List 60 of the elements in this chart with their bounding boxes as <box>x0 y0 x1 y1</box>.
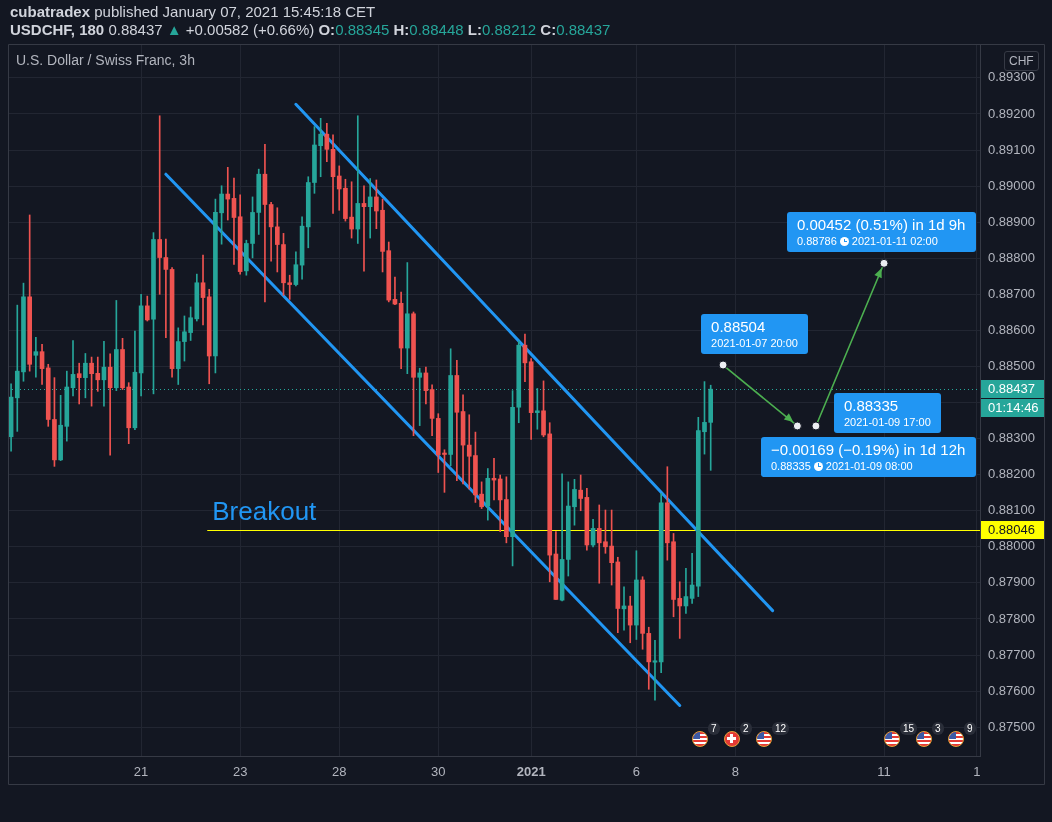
x-tick-label: 8 <box>731 764 740 780</box>
callout-box: −0.00169 (−0.19%) in 1d 12h 0.88335 2021-01-09 08:00 <box>761 436 976 477</box>
y-tick-label: 0.89100 <box>988 141 1035 157</box>
y-tick-label: 0.87600 <box>988 682 1035 698</box>
y-tick-label: 0.88000 <box>988 538 1035 554</box>
ref-line-label: 0.88046 <box>988 522 1035 538</box>
callout-box: 0.88504 2021-01-07 20:00 <box>701 314 809 354</box>
candlestick <box>76 362 82 405</box>
candlestick <box>367 178 373 239</box>
data-label: 0.88504 2021-01-07 20:00 <box>711 317 799 350</box>
point <box>718 360 728 370</box>
y-tick-label: 0.88200 <box>988 466 1035 482</box>
y-tick-label: 0.88100 <box>988 502 1035 518</box>
candlestick <box>225 167 231 221</box>
x-tick-label: 30 <box>431 764 446 780</box>
x-tick-label: 2021 <box>516 764 546 780</box>
annotation: 3 <box>932 722 944 735</box>
y-tick-label: 0.89000 <box>988 177 1035 193</box>
text: cubatradex published January 07, 2021 15:45:18 CET <box>10 3 376 21</box>
y-tick-label: 0.89300 <box>988 69 1035 85</box>
callout-box: 0.00452 (0.51%) in 1d 9h 0.88786 2021-01-11 02:00 <box>787 212 976 253</box>
candlestick <box>652 639 658 701</box>
x-tick-label: 28 <box>331 764 347 780</box>
candlestick <box>355 115 361 244</box>
y-axis-title: CHF <box>1004 51 1039 71</box>
candlestick <box>578 474 584 512</box>
text: USDCHF, 180 0.88437 ▲ +0.00582 (+0.66%) O:0.88345 H:0.88448 L:0.88212 C:0.88437 <box>10 21 611 38</box>
y-tick-label: 0.88600 <box>988 321 1035 337</box>
annotation: 12 <box>772 722 790 735</box>
y-tick-label: 0.87500 <box>988 718 1035 734</box>
annotation: 9 <box>964 722 976 735</box>
annotation: 2 <box>740 722 752 735</box>
point <box>811 421 821 431</box>
data-label: 0.88335 2021-01-09 17:00 <box>843 395 931 429</box>
y-tick-label: 0.89200 <box>988 105 1035 121</box>
point <box>879 258 889 268</box>
x-tick-label: 23 <box>232 764 248 780</box>
x-tick-label: 11 <box>877 764 891 780</box>
candlestick <box>157 115 163 295</box>
y-tick-label: 0.88900 <box>988 213 1035 229</box>
callout-box: 0.88335 2021-01-09 17:00 <box>833 392 941 433</box>
y-tick-label: 0.87900 <box>988 574 1035 590</box>
y-tick-label: 0.87800 <box>988 610 1035 626</box>
ref-line-label: 0.88437 <box>988 381 1035 397</box>
annotation: Breakout <box>212 495 318 526</box>
text: U.S. Dollar / Swiss Franc, 3h <box>16 52 195 69</box>
candlestick <box>33 336 39 378</box>
x-tick-label: 21 <box>133 764 149 780</box>
text: 01:14:46 <box>988 400 1039 416</box>
y-tick-label: 0.87700 <box>988 646 1035 662</box>
y-tick-label: 0.88500 <box>988 358 1035 374</box>
candlestick <box>417 367 423 426</box>
y-tick-label: 0.88700 <box>988 285 1035 301</box>
x-tick-label: 1 <box>973 764 981 780</box>
y-tick-label: 0.88300 <box>988 430 1035 446</box>
annotation: 7 <box>708 722 720 735</box>
x-tick-label: 6 <box>632 764 641 780</box>
y-tick-label: 0.88800 <box>988 249 1035 265</box>
annotation: 15 <box>900 722 918 735</box>
point <box>792 421 802 431</box>
